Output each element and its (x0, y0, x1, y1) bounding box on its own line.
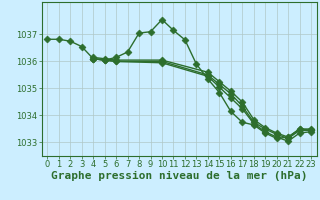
X-axis label: Graphe pression niveau de la mer (hPa): Graphe pression niveau de la mer (hPa) (51, 171, 308, 181)
